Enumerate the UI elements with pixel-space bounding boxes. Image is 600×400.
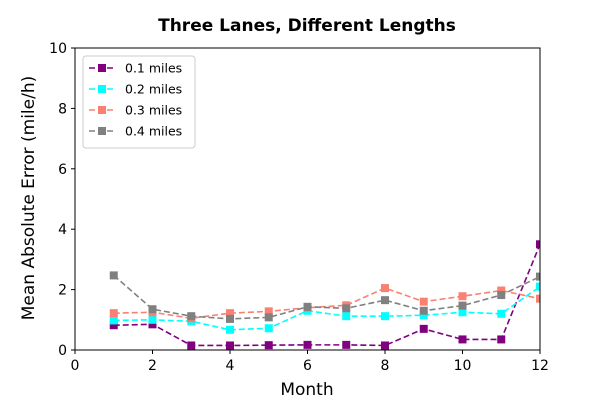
data-point bbox=[419, 324, 428, 333]
legend-label: 0.2 miles bbox=[125, 82, 182, 97]
legend-item: 0.2 miles bbox=[89, 82, 182, 97]
data-point bbox=[187, 312, 196, 321]
data-point bbox=[419, 306, 428, 315]
data-point bbox=[536, 294, 540, 303]
data-point bbox=[381, 284, 389, 293]
data-point bbox=[419, 311, 428, 320]
legend-marker bbox=[98, 106, 106, 114]
series-line-2 bbox=[113, 287, 540, 320]
legend-box bbox=[82, 55, 196, 149]
y-tick-label: 4 bbox=[58, 222, 67, 238]
data-point bbox=[536, 282, 540, 291]
data-point bbox=[458, 335, 467, 344]
data-point bbox=[536, 272, 540, 281]
data-point bbox=[148, 305, 157, 314]
x-tick-label: 0 bbox=[71, 358, 80, 374]
data-point bbox=[148, 320, 157, 329]
legend-marker bbox=[98, 64, 106, 72]
x-tick-label: 6 bbox=[303, 358, 312, 374]
data-point bbox=[342, 304, 351, 313]
data-point bbox=[458, 308, 467, 317]
data-point bbox=[497, 291, 506, 300]
data-point bbox=[226, 309, 234, 318]
data-point bbox=[342, 340, 351, 349]
legend-label: 0.1 miles bbox=[125, 61, 182, 76]
legend-item: 0.1 miles bbox=[89, 61, 182, 76]
data-point bbox=[458, 292, 467, 301]
y-axis-label: Mean Absolute Error (mile/h) bbox=[19, 76, 39, 321]
data-point bbox=[264, 324, 273, 333]
legend: 0.1 miles 0.2 miles 0.3 miles 0.4 miles bbox=[82, 55, 196, 149]
series-line-1 bbox=[113, 285, 540, 331]
legend-item: 0.3 miles bbox=[89, 103, 182, 118]
x-tick-label: 12 bbox=[531, 358, 549, 374]
data-point bbox=[381, 341, 389, 350]
legend-item: 0.4 miles bbox=[89, 124, 182, 139]
data-point bbox=[419, 297, 428, 306]
series-3 bbox=[109, 271, 540, 323]
data-point bbox=[226, 341, 234, 350]
legend-label: 0.4 miles bbox=[125, 124, 182, 139]
data-point bbox=[536, 240, 540, 249]
data-point bbox=[458, 301, 467, 310]
data-point bbox=[497, 335, 506, 344]
data-point bbox=[342, 312, 351, 321]
data-point bbox=[264, 313, 273, 322]
data-point bbox=[109, 309, 118, 318]
x-tick-label: 8 bbox=[381, 358, 390, 374]
data-point bbox=[109, 321, 118, 330]
x-tick-label: 10 bbox=[454, 358, 472, 374]
legend-marker bbox=[98, 127, 106, 135]
legend-marker bbox=[98, 85, 106, 93]
series-line-3 bbox=[113, 274, 540, 320]
y-tick-label: 6 bbox=[58, 162, 67, 178]
x-axis-label: Month bbox=[280, 380, 333, 400]
data-point bbox=[226, 325, 234, 334]
data-point bbox=[264, 307, 273, 316]
data-point bbox=[381, 312, 389, 321]
series-line-0 bbox=[113, 243, 540, 347]
y-tick-label: 0 bbox=[58, 343, 67, 359]
y-tick-label: 10 bbox=[49, 41, 67, 57]
data-point bbox=[148, 315, 157, 324]
data-point bbox=[381, 296, 389, 305]
data-point bbox=[497, 286, 506, 295]
y-tick-label: 8 bbox=[58, 101, 67, 117]
data-point bbox=[187, 341, 196, 350]
y-tick-label: 2 bbox=[58, 283, 67, 299]
data-point bbox=[226, 314, 234, 323]
data-point bbox=[109, 271, 118, 280]
series-2 bbox=[109, 284, 540, 323]
chart-title: Three Lanes, Different Lengths bbox=[158, 16, 456, 36]
data-point bbox=[109, 316, 118, 325]
x-tick-label: 2 bbox=[148, 358, 157, 374]
data-point bbox=[303, 340, 312, 349]
legend-label: 0.3 miles bbox=[125, 103, 182, 118]
data-point bbox=[264, 341, 273, 350]
series-0 bbox=[109, 240, 540, 350]
data-point bbox=[303, 302, 312, 311]
data-point bbox=[497, 309, 506, 318]
x-tick-label: 4 bbox=[226, 358, 235, 374]
